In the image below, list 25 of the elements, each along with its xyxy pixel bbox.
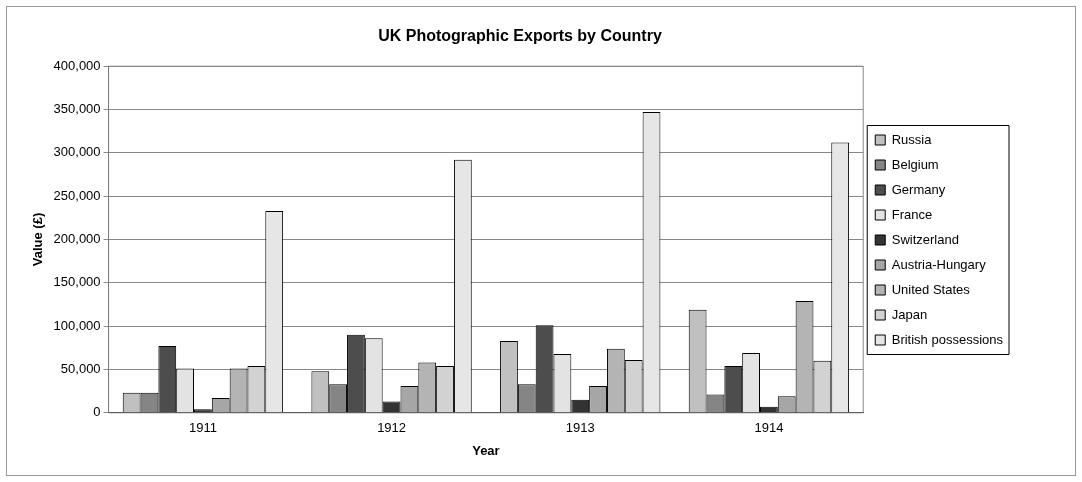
- legend-label: British possessions: [891, 331, 1004, 347]
- x-axis-title: Year: [472, 442, 500, 458]
- x-tick-label: 1911: [188, 420, 217, 436]
- x-tick-label: 1913: [565, 420, 595, 436]
- legend-label: Belgium: [891, 156, 939, 172]
- x-tick-label: 1914: [754, 420, 784, 436]
- y-tick-label: 50,000: [60, 361, 101, 377]
- y-tick-label: 0: [93, 404, 101, 420]
- y-tick-label: 250,000: [53, 187, 101, 203]
- legend-label: Germany: [891, 181, 946, 197]
- legend-label: Japan: [891, 306, 928, 322]
- legend-label: Austria-Hungary: [891, 256, 987, 272]
- chart-title: UK Photographic Exports by Country: [378, 27, 662, 45]
- legend-label: France: [891, 206, 933, 222]
- y-tick-label: 200,000: [53, 231, 101, 247]
- y-tick-label: 100,000: [53, 317, 101, 333]
- y-tick-label: 400,000: [53, 57, 101, 73]
- y-tick-label: 350,000: [53, 101, 101, 117]
- y-tick-label: 300,000: [53, 144, 101, 160]
- legend-label: Russia: [891, 131, 933, 147]
- y-tick-label: 150,000: [53, 274, 101, 290]
- legend-label: United States: [891, 281, 971, 297]
- legend-label: Switzerland: [891, 231, 959, 247]
- y-axis-title: Value (£): [30, 212, 46, 267]
- x-tick-label: 1912: [377, 420, 407, 436]
